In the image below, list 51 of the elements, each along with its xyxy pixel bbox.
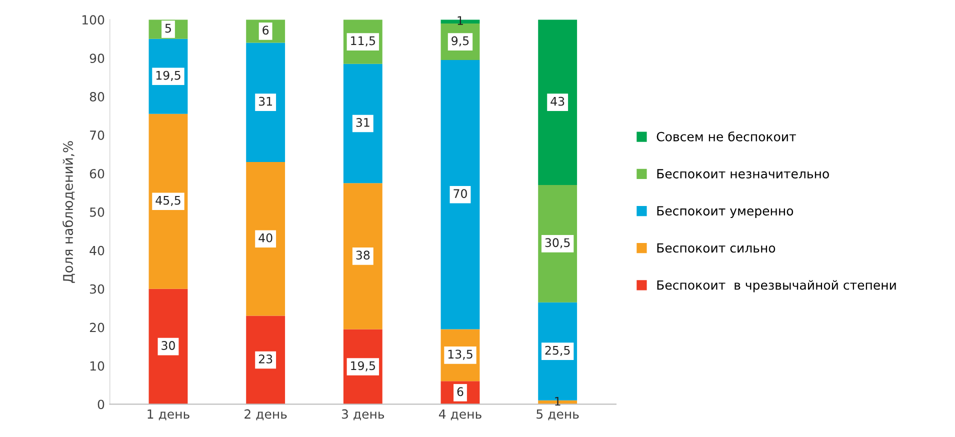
- legend-label: Беспокоит незначительно: [657, 169, 829, 178]
- data-label: 70: [454, 189, 467, 198]
- y-tick-label: 0: [98, 400, 104, 410]
- data-label: 45,5: [156, 196, 180, 206]
- data-label: 43: [550, 96, 564, 106]
- bar: [246, 162, 286, 316]
- x-tick-label: 1 день: [148, 409, 190, 420]
- data-label: 30,5: [545, 238, 570, 248]
- data-label: 38: [356, 250, 370, 260]
- legend-label: Совсем не беспокоит: [656, 131, 796, 142]
- y-tick-label: 100: [82, 15, 104, 25]
- y-tick-label: 10: [90, 361, 104, 371]
- x-tick-label: 2 день: [244, 409, 287, 420]
- bar: [538, 20, 578, 186]
- legend-label: Беспокоит умеренно: [657, 206, 794, 218]
- data-label: 19,5: [156, 70, 180, 82]
- data-label: 19,5: [351, 361, 376, 372]
- data-label: 6: [262, 26, 269, 35]
- y-tick-label: 40: [90, 246, 104, 256]
- bar: [440, 60, 480, 330]
- bar: [343, 183, 382, 330]
- legend-label: Беспокоит сильно: [657, 243, 776, 253]
- data-label: 31: [356, 118, 370, 127]
- y-tick-label: 80: [90, 92, 104, 102]
- data-label: 31: [258, 96, 272, 106]
- bar: [246, 316, 286, 404]
- y-tick-label: 50: [90, 207, 104, 217]
- x-tick-label: 3 день: [342, 409, 384, 420]
- data-label: 6: [457, 387, 464, 396]
- data-label: 25,5: [545, 346, 570, 356]
- y-tick-label: 70: [90, 130, 104, 140]
- data-label: 23: [258, 354, 272, 364]
- y-tick-label: 90: [90, 54, 104, 64]
- x-tick-label: 4 день: [438, 409, 482, 420]
- data-label: 30: [162, 341, 175, 350]
- data-label: 13,5: [448, 350, 472, 360]
- data-label: 40: [258, 233, 272, 242]
- y-tick-label: 30: [90, 284, 104, 294]
- x-tick-label: 5 день: [536, 409, 579, 420]
- bar: [246, 42, 286, 162]
- bar: [343, 64, 382, 184]
- y-tick-label: 20: [90, 322, 104, 332]
- data-label: 11,5: [351, 36, 376, 46]
- legend-label: Беспокоит в чрезвычайной степени: [657, 280, 896, 292]
- data-label: 9,5: [452, 36, 469, 46]
- y-tick-label: 60: [90, 168, 104, 178]
- bar: [148, 288, 188, 404]
- bar: [538, 185, 578, 302]
- y-axis-title: Доля наблюдений,%: [62, 141, 75, 283]
- bar: [148, 114, 188, 289]
- data-label: 5: [165, 24, 171, 33]
